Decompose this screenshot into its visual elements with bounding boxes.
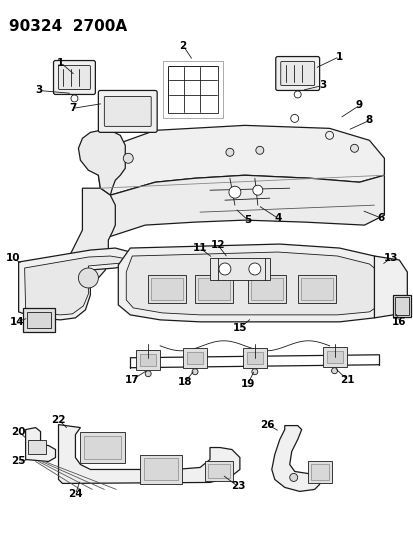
Bar: [247, 275, 285, 303]
Bar: [300, 278, 332, 300]
Circle shape: [218, 263, 230, 275]
Bar: [84, 435, 121, 459]
Bar: [326, 351, 342, 363]
Polygon shape: [78, 131, 125, 195]
Circle shape: [123, 154, 133, 163]
Text: 25: 25: [11, 456, 26, 466]
FancyBboxPatch shape: [275, 56, 319, 91]
Text: 3: 3: [318, 80, 325, 91]
Bar: [151, 278, 183, 300]
Circle shape: [78, 268, 98, 288]
Text: 90324  2700A: 90324 2700A: [9, 19, 126, 34]
Bar: [392, 295, 411, 317]
Circle shape: [289, 473, 297, 481]
Polygon shape: [373, 256, 406, 318]
Bar: [195, 275, 233, 303]
Bar: [183, 348, 206, 368]
Text: 21: 21: [339, 375, 354, 385]
Bar: [80, 432, 125, 464]
Text: 9: 9: [355, 100, 362, 110]
Text: 15: 15: [232, 323, 247, 333]
Text: 17: 17: [125, 375, 139, 385]
Circle shape: [331, 368, 337, 374]
Bar: [197, 278, 229, 300]
Bar: [28, 440, 45, 454]
Text: 1: 1: [335, 52, 342, 61]
Text: 20: 20: [11, 426, 26, 437]
Text: 5: 5: [244, 215, 251, 225]
Polygon shape: [26, 427, 55, 462]
Bar: [242, 348, 266, 368]
Bar: [148, 275, 185, 303]
Text: 6: 6: [377, 213, 384, 223]
Bar: [207, 464, 229, 479]
Circle shape: [252, 185, 262, 195]
Circle shape: [255, 147, 263, 154]
Text: 10: 10: [5, 253, 20, 263]
Text: 14: 14: [9, 317, 24, 327]
Text: 3: 3: [35, 85, 42, 95]
Text: 16: 16: [391, 317, 406, 327]
Bar: [140, 455, 182, 484]
Bar: [297, 275, 335, 303]
Bar: [26, 312, 50, 328]
FancyBboxPatch shape: [58, 66, 90, 90]
Text: 11: 11: [192, 243, 207, 253]
Polygon shape: [98, 125, 384, 195]
Polygon shape: [118, 244, 389, 322]
FancyBboxPatch shape: [280, 61, 314, 85]
Text: 13: 13: [383, 253, 398, 263]
Circle shape: [248, 263, 260, 275]
FancyBboxPatch shape: [104, 96, 151, 126]
Polygon shape: [271, 425, 319, 491]
Polygon shape: [19, 248, 130, 320]
Bar: [136, 350, 160, 370]
Bar: [23, 308, 55, 332]
Text: 24: 24: [68, 489, 83, 499]
Bar: [187, 352, 202, 364]
FancyBboxPatch shape: [98, 91, 157, 132]
Text: 23: 23: [230, 481, 244, 491]
Bar: [310, 464, 328, 480]
Polygon shape: [98, 175, 384, 238]
Circle shape: [350, 144, 358, 152]
Bar: [168, 66, 217, 114]
Text: 19: 19: [240, 378, 254, 389]
Bar: [204, 462, 233, 481]
Text: 2: 2: [179, 41, 186, 51]
Bar: [322, 347, 346, 367]
Text: 1: 1: [57, 58, 64, 68]
Text: 18: 18: [178, 377, 192, 387]
Bar: [209, 258, 269, 280]
Text: 7: 7: [69, 103, 76, 114]
Circle shape: [228, 186, 240, 198]
Polygon shape: [68, 188, 115, 280]
Bar: [163, 61, 223, 118]
Circle shape: [192, 369, 197, 375]
Text: 12: 12: [210, 240, 225, 250]
Circle shape: [145, 371, 151, 377]
Text: 8: 8: [365, 115, 372, 125]
Polygon shape: [58, 425, 239, 483]
Text: 22: 22: [51, 415, 66, 425]
Bar: [250, 278, 282, 300]
Circle shape: [251, 369, 257, 375]
Text: 26: 26: [260, 419, 274, 430]
Bar: [307, 462, 331, 483]
Bar: [140, 354, 156, 366]
Text: 4: 4: [273, 213, 281, 223]
Bar: [394, 297, 408, 315]
Bar: [144, 458, 178, 480]
Polygon shape: [24, 256, 122, 315]
Circle shape: [225, 148, 233, 156]
FancyBboxPatch shape: [53, 61, 95, 94]
Bar: [246, 352, 262, 364]
Polygon shape: [126, 252, 380, 315]
